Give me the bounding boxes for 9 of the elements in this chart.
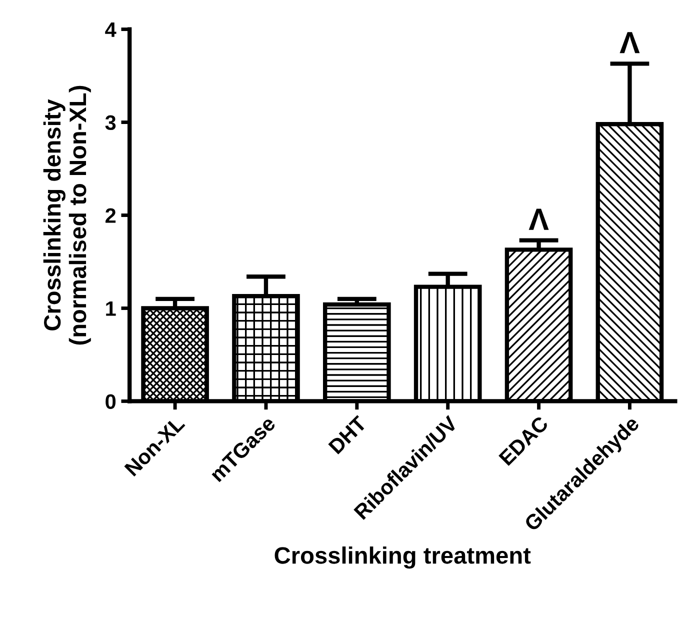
y-tick-label: 0	[106, 394, 116, 409]
annotation: Λ	[620, 32, 640, 54]
annotation: Λ	[528, 208, 549, 230]
y-axis-title: Crosslinking density (normalised to Non-XL)	[43, 86, 91, 345]
y-tick-label: 1	[106, 301, 116, 316]
y-tick-label: 3	[105, 115, 116, 130]
x-axis-title: Crosslinking treatment	[274, 546, 531, 569]
y-tick-label: 4	[105, 22, 116, 37]
y-tick-label: 2	[106, 208, 116, 223]
